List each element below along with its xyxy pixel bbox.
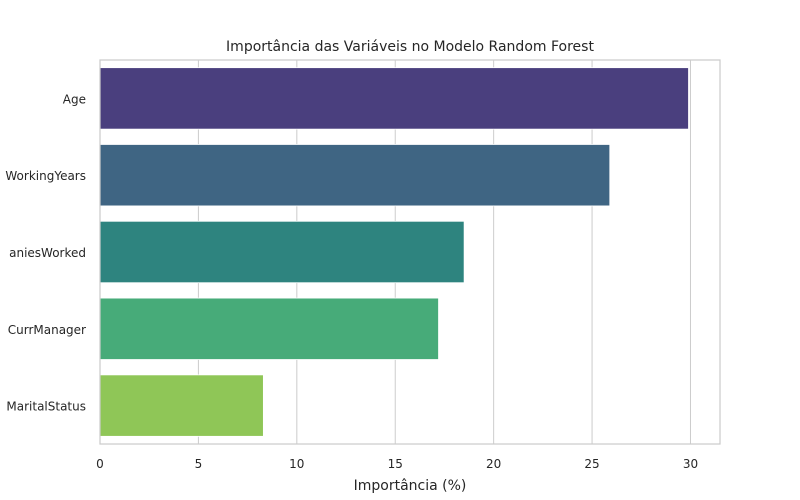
x-tick-label: 15 bbox=[388, 457, 403, 471]
bar-WorkingYears bbox=[99, 144, 611, 207]
y-tick-label: Age bbox=[63, 92, 86, 106]
y-ticks: Age WorkingYears aniesWorked CurrManager Mar… bbox=[5, 92, 86, 413]
bars bbox=[99, 67, 689, 437]
x-tick-label: 20 bbox=[486, 457, 501, 471]
x-tick-label: 0 bbox=[96, 457, 104, 471]
y-tick-label: MaritalStatus bbox=[6, 400, 86, 414]
x-tick-label: 10 bbox=[289, 457, 304, 471]
bar-Age bbox=[99, 67, 689, 130]
x-tick-label: 25 bbox=[584, 457, 599, 471]
bar-MaritalStatus bbox=[99, 374, 264, 437]
plot-frame bbox=[99, 59, 721, 445]
x-tick-label: 30 bbox=[683, 457, 698, 471]
bar-CurrManager bbox=[99, 297, 439, 360]
y-tick-label: CurrManager bbox=[8, 323, 86, 337]
x-tick-label: 5 bbox=[195, 457, 203, 471]
bar-aniesWorked bbox=[99, 220, 465, 284]
x-axis-label: Importância (%) bbox=[354, 478, 467, 494]
chart-title: Importância das Variáveis no Modelo Rand… bbox=[226, 39, 594, 55]
y-tick-label: WorkingYears bbox=[5, 169, 86, 183]
y-tick-label: aniesWorked bbox=[9, 246, 86, 260]
x-ticks: 0 5 10 15 20 25 30 bbox=[96, 457, 698, 471]
